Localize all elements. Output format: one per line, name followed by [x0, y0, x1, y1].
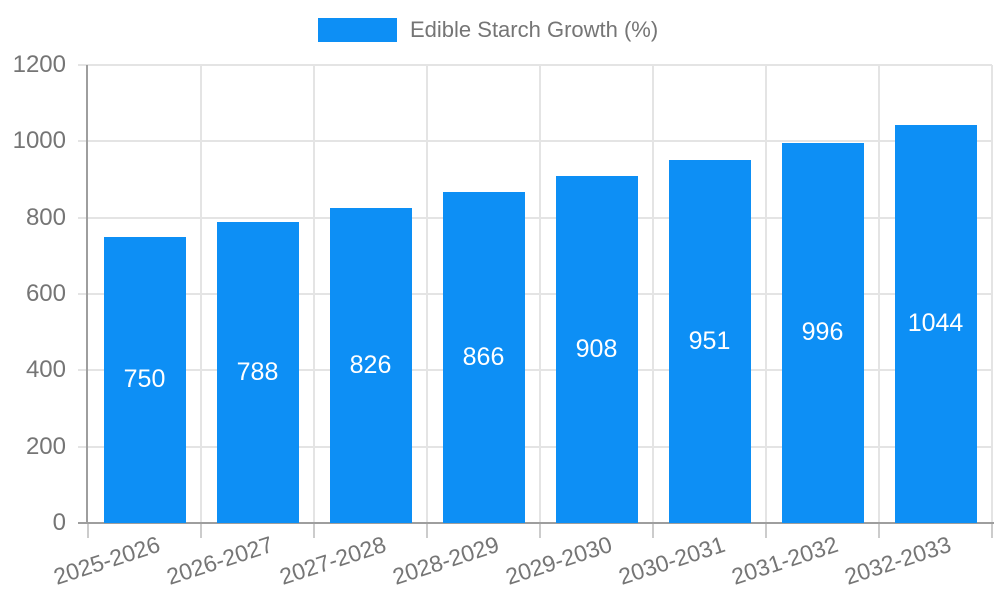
x-category-label: 2028-2029	[388, 531, 502, 590]
bar-value-label: 866	[462, 343, 505, 372]
y-axis-tick-label: 0	[52, 509, 66, 536]
y-axis-tick-label: 800	[25, 203, 66, 231]
y-axis-tick-label: 1200	[12, 51, 66, 78]
x-axis-tick	[200, 524, 202, 538]
y-axis-tick-label: 600	[25, 280, 66, 307]
x-category-label: 2032-2033	[840, 531, 954, 590]
legend: Edible Starch Growth (%)	[318, 17, 659, 42]
gridline-vertical	[539, 65, 541, 523]
bar-value-label: 1044	[907, 309, 964, 338]
bar: 908	[555, 176, 638, 523]
gridline-horizontal	[78, 369, 992, 372]
x-axis-line	[78, 522, 994, 524]
bar-value-label: 951	[688, 327, 731, 355]
bar-value-label: 996	[801, 318, 844, 347]
y-axis-line	[86, 65, 88, 523]
gridline-vertical	[765, 65, 767, 523]
x-category-label: 2031-2032	[727, 531, 841, 590]
x-axis-tick	[652, 524, 654, 538]
bar: 866	[442, 192, 525, 523]
x-axis-tick	[765, 524, 767, 538]
gridline-vertical	[313, 65, 315, 523]
gridline-vertical	[878, 65, 880, 523]
y-axis-tick-label: 200	[25, 432, 66, 460]
bar: 1044	[894, 124, 977, 523]
bar: 951	[668, 160, 751, 523]
bar-value-label: 908	[575, 335, 618, 364]
legend-swatch	[318, 18, 397, 42]
x-category-label: 2026-2027	[162, 531, 276, 590]
gridline-vertical	[426, 65, 428, 523]
x-axis-tick	[539, 524, 541, 538]
x-category-label: 2027-2028	[275, 531, 389, 590]
x-category-label: 2030-2031	[614, 531, 728, 590]
x-axis-tick	[878, 524, 880, 538]
x-axis-tick	[426, 524, 428, 538]
y-axis-tick-label: 1000	[12, 127, 66, 155]
bar: 996	[781, 142, 864, 523]
x-category-label: 2029-2030	[501, 531, 615, 590]
bar-value-label: 826	[349, 350, 392, 379]
gridline-vertical	[991, 65, 993, 523]
bar-value-label: 750	[123, 365, 166, 394]
gridline-horizontal	[78, 293, 992, 295]
y-axis-tick-label: 400	[25, 356, 66, 384]
bar: 750	[103, 236, 186, 523]
gridline-horizontal	[78, 216, 992, 219]
bar: 826	[329, 207, 412, 523]
gridline-horizontal	[78, 140, 992, 143]
bar: 788	[216, 222, 299, 523]
gridline-vertical	[200, 65, 202, 523]
x-category-label: 2025-2026	[49, 531, 163, 590]
x-axis-tick	[991, 524, 993, 538]
gridline-horizontal	[78, 64, 992, 66]
x-axis-tick	[87, 524, 89, 538]
gridline-vertical	[652, 65, 654, 523]
gridline-horizontal	[78, 445, 992, 448]
x-axis-tick	[313, 524, 315, 538]
bar-value-label: 788	[236, 358, 279, 387]
legend-label: Edible Starch Growth (%)	[410, 17, 659, 42]
